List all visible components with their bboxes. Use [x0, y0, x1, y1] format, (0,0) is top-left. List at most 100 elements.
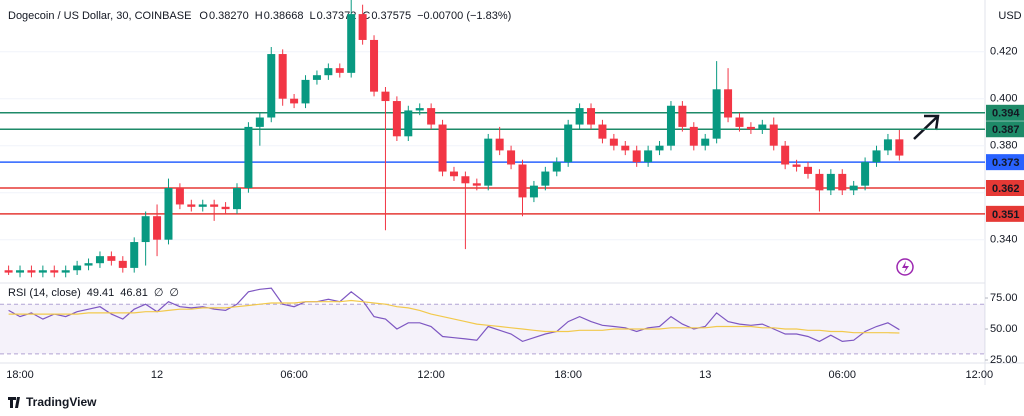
candle-body	[4, 270, 13, 273]
x-tick-label: 18:00	[554, 369, 582, 381]
candle-body	[609, 138, 618, 146]
x-tick-label: 06:00	[280, 369, 308, 381]
candle-body	[472, 183, 481, 186]
ohlc-key: L	[309, 10, 315, 22]
legend-extra: ∅	[154, 287, 164, 299]
candle-body	[644, 150, 653, 163]
candle-body	[701, 138, 710, 146]
legend-value: 46.81	[120, 287, 148, 299]
y-tick-label: 0.380	[990, 140, 1018, 152]
candle-body	[598, 124, 607, 139]
candle-body	[826, 173, 835, 191]
candle-body	[404, 110, 413, 137]
level-tag	[986, 180, 1024, 196]
candle-body	[27, 270, 36, 273]
candle-body	[347, 14, 356, 73]
candle-body	[244, 126, 253, 188]
candle-body	[153, 216, 162, 240]
candle-body	[175, 188, 184, 205]
candle-body	[587, 108, 596, 125]
rsi-band	[0, 304, 985, 354]
level-label: 0.362	[992, 183, 1020, 195]
candle-body	[164, 188, 173, 240]
x-tick-label: 13	[699, 369, 711, 381]
candle-body	[438, 124, 447, 172]
candle-body	[769, 124, 778, 146]
candle-body	[484, 138, 493, 186]
candle-body	[678, 105, 687, 127]
candle-body	[449, 171, 458, 177]
candle-body	[872, 150, 881, 163]
candle-body	[16, 270, 25, 273]
candle-body	[278, 54, 287, 99]
change: −0.00700 (−1.83%)	[417, 10, 511, 22]
candle-body	[758, 124, 767, 130]
x-tick-label: 12:00	[417, 369, 445, 381]
candle-body	[461, 176, 470, 184]
y-tick-label: 75.00	[990, 292, 1018, 304]
candle-body	[838, 173, 847, 191]
ohlc-value: 0.38270	[209, 10, 249, 22]
arrow-annotation	[913, 114, 940, 140]
candle-body	[335, 68, 344, 73]
brand: TradingView	[26, 395, 97, 409]
rsi-title: RSI (14, close)	[8, 287, 81, 299]
candle-body	[233, 188, 241, 210]
candle-body	[689, 126, 698, 146]
brand-logo	[8, 397, 20, 408]
candle-body	[735, 117, 744, 127]
x-tick-label: 12	[151, 369, 163, 381]
symbol-title: Dogecoin / US Dollar, 30, COINBASE	[8, 10, 191, 22]
y-tick-label: 0.400	[990, 93, 1018, 105]
candle-body	[552, 162, 561, 172]
ohlc-value: 0.37372	[317, 10, 357, 22]
candle-body	[712, 89, 721, 139]
legend-value: 49.41	[87, 287, 115, 299]
level-label: 0.351	[992, 209, 1020, 221]
y-tick-label: 50.00	[990, 323, 1018, 335]
y-tick-label: 0.420	[990, 46, 1018, 58]
alert-icon[interactable]	[896, 258, 914, 276]
candle-body	[427, 108, 436, 125]
candle-body	[312, 75, 321, 80]
level-label: 0.394	[992, 108, 1020, 120]
y-tick-label: 0.340	[990, 234, 1018, 246]
legend-extra: ∅	[169, 287, 179, 299]
candle-body	[575, 108, 584, 125]
candle-body	[95, 256, 104, 264]
candle-body	[255, 117, 264, 127]
candle-body	[358, 14, 367, 40]
candle-body	[621, 145, 630, 151]
level-tag	[986, 104, 1024, 121]
candle-body	[370, 39, 379, 92]
candle-body	[541, 171, 550, 186]
candle-body	[849, 185, 858, 191]
candle-body	[564, 124, 573, 163]
x-tick-label: 12:00	[966, 369, 994, 381]
candle-body	[415, 108, 424, 111]
level-tag	[986, 205, 1024, 222]
x-tick-label: 06:00	[828, 369, 856, 381]
candle-body	[221, 206, 230, 210]
candle-body	[895, 139, 904, 156]
candle-body	[392, 101, 401, 137]
candle-body	[38, 270, 47, 273]
candle-body	[518, 164, 527, 198]
candle-body	[50, 270, 59, 273]
alert-icon-bolt	[902, 261, 909, 273]
candle-body	[632, 150, 641, 163]
level-label: 0.387	[992, 124, 1020, 136]
candle-body	[290, 98, 299, 104]
candle-body	[495, 138, 504, 151]
ohlc-key: H	[255, 10, 263, 22]
candle-body	[130, 242, 139, 268]
ohlc-value: 0.38668	[264, 10, 304, 22]
y-tick-label: 25.00	[990, 354, 1018, 366]
candle-body	[666, 105, 675, 146]
candle-body	[381, 91, 390, 102]
currency: USD	[998, 10, 1021, 22]
candle-body	[746, 126, 755, 130]
candle-body	[529, 185, 538, 198]
candle-body	[187, 204, 196, 207]
